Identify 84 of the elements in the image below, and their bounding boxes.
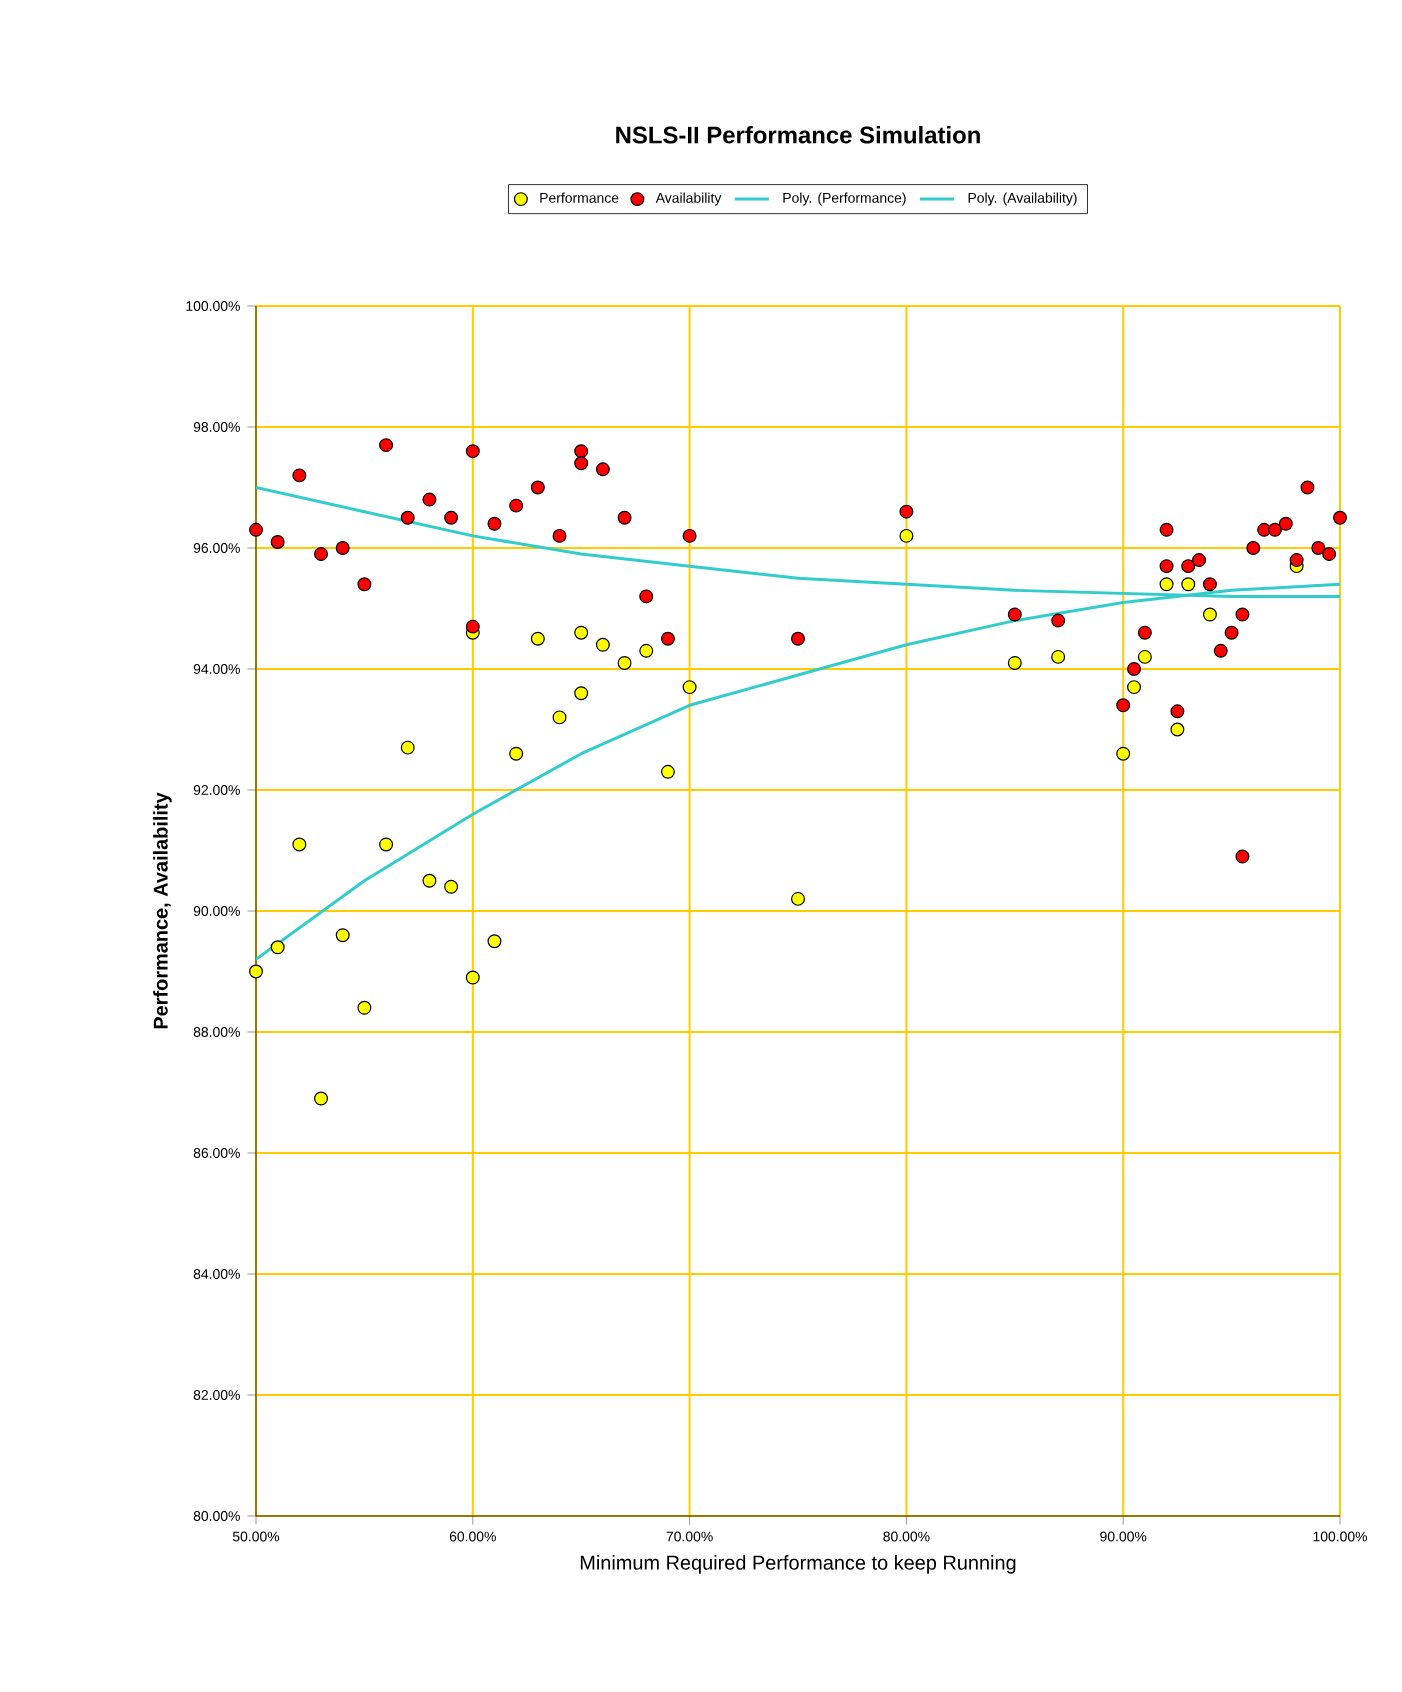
point (335, 541, 350, 555)
point (422, 873, 437, 888)
point (660, 631, 675, 646)
point (465, 444, 480, 459)
point (1137, 649, 1152, 664)
point (1127, 662, 1142, 676)
point (1267, 522, 1282, 537)
point (400, 740, 415, 755)
point (1116, 698, 1131, 713)
point (1235, 607, 1250, 622)
point (1127, 680, 1142, 695)
point (617, 655, 632, 670)
point (422, 492, 437, 507)
point (1224, 625, 1239, 640)
point (595, 637, 610, 652)
point (509, 498, 524, 513)
point (530, 480, 545, 495)
point (357, 577, 372, 592)
point (1181, 577, 1196, 592)
point (1333, 510, 1347, 525)
point (1235, 849, 1250, 864)
point (1007, 607, 1022, 622)
point (314, 1091, 329, 1106)
point (595, 462, 610, 477)
point (899, 504, 914, 519)
point (487, 934, 502, 949)
point (791, 631, 805, 646)
chart-title: NSLS-II Performance Simulation (616, 125, 980, 144)
point (314, 547, 329, 562)
point (617, 510, 632, 525)
point (1170, 722, 1185, 737)
point (574, 686, 589, 701)
point (1159, 522, 1174, 537)
point (465, 619, 480, 634)
point (1322, 547, 1337, 562)
point (357, 1000, 372, 1015)
point (639, 643, 654, 658)
point (400, 510, 415, 525)
point (1051, 649, 1066, 664)
point (552, 528, 567, 543)
y-axis-title: Performance, Availability (153, 792, 172, 1029)
point (1278, 516, 1293, 531)
point (1137, 625, 1152, 640)
point (1159, 559, 1174, 574)
point (1181, 559, 1196, 574)
point (379, 837, 394, 852)
point (639, 589, 654, 604)
point (660, 764, 675, 779)
point (292, 468, 307, 483)
point (270, 534, 285, 549)
point (292, 837, 307, 852)
point (1007, 655, 1022, 670)
point (1289, 553, 1304, 568)
point (249, 522, 263, 537)
point (530, 631, 545, 646)
point (1051, 613, 1066, 628)
point (1116, 746, 1131, 761)
point (682, 680, 697, 695)
point (574, 456, 589, 471)
point (1246, 541, 1261, 555)
x-axis-title: Minimum Required Performance to keep Running (580, 1555, 1016, 1574)
point (444, 879, 459, 894)
point (1311, 541, 1326, 555)
point (899, 528, 914, 543)
point (1159, 577, 1174, 592)
point (1300, 480, 1315, 495)
point (270, 940, 285, 955)
point (574, 625, 589, 640)
point (682, 528, 697, 543)
point (1192, 553, 1207, 568)
point (335, 928, 350, 943)
point (552, 710, 567, 725)
point (791, 891, 805, 906)
point (444, 510, 459, 525)
point (574, 444, 589, 459)
point (379, 438, 394, 453)
point (249, 964, 263, 979)
point (465, 970, 480, 985)
point (487, 516, 502, 531)
point (1213, 643, 1228, 658)
point (509, 746, 524, 761)
point (1202, 607, 1217, 622)
point (1202, 577, 1217, 592)
point (1170, 704, 1185, 719)
